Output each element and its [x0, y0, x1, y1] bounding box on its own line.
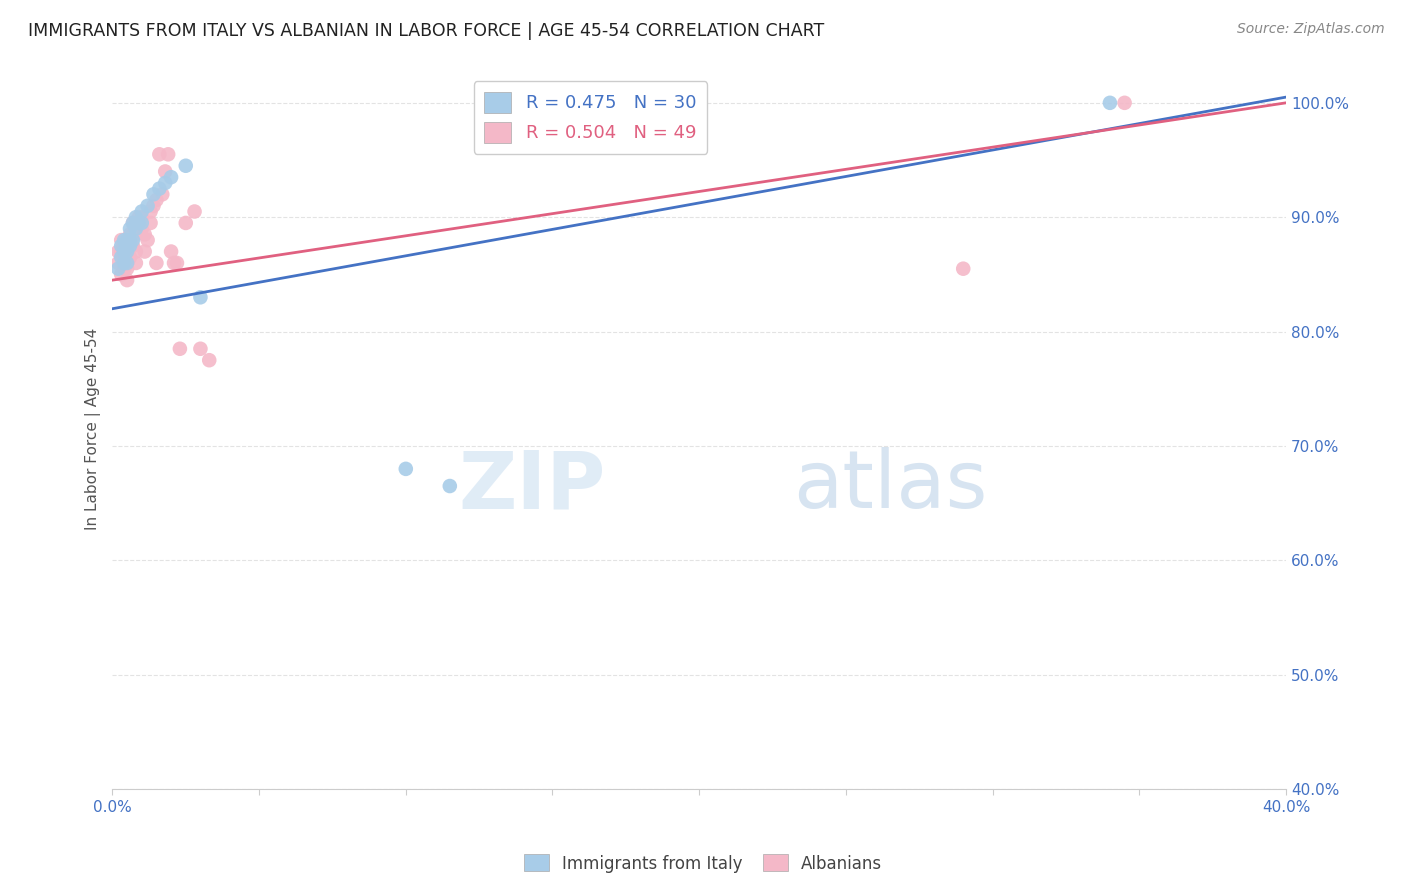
- Point: [952, 261, 974, 276]
- Point: [139, 216, 162, 230]
- Point: [115, 256, 138, 270]
- Point: [166, 256, 188, 270]
- Point: [125, 244, 148, 259]
- Point: [142, 187, 165, 202]
- Point: [115, 261, 138, 276]
- Point: [125, 221, 148, 235]
- Point: [128, 221, 150, 235]
- Point: [142, 199, 165, 213]
- Point: [150, 187, 173, 202]
- Point: [118, 233, 141, 247]
- Point: [1098, 95, 1121, 110]
- Point: [122, 239, 145, 253]
- Point: [155, 176, 177, 190]
- Point: [110, 233, 132, 247]
- Y-axis label: In Labor Force | Age 45-54: In Labor Force | Age 45-54: [86, 327, 101, 530]
- Point: [128, 211, 150, 225]
- Text: atlas: atlas: [793, 448, 987, 525]
- Point: [107, 244, 129, 259]
- Point: [118, 227, 141, 242]
- Point: [115, 233, 138, 247]
- Point: [118, 250, 141, 264]
- Point: [395, 462, 418, 476]
- Point: [131, 204, 153, 219]
- Point: [157, 147, 180, 161]
- Point: [174, 159, 197, 173]
- Point: [110, 239, 132, 253]
- Point: [134, 244, 156, 259]
- Point: [148, 181, 170, 195]
- Point: [145, 193, 167, 207]
- Point: [115, 273, 138, 287]
- Point: [190, 290, 212, 304]
- Point: [163, 256, 186, 270]
- Point: [169, 342, 191, 356]
- Point: [115, 233, 138, 247]
- Point: [160, 170, 183, 185]
- Point: [122, 227, 145, 242]
- Point: [155, 164, 177, 178]
- Point: [118, 239, 141, 253]
- Point: [139, 204, 162, 219]
- Point: [160, 244, 183, 259]
- Point: [110, 244, 132, 259]
- Text: ZIP: ZIP: [458, 448, 606, 525]
- Point: [112, 244, 135, 259]
- Point: [112, 261, 135, 276]
- Point: [115, 256, 138, 270]
- Point: [118, 239, 141, 253]
- Point: [125, 227, 148, 242]
- Point: [128, 216, 150, 230]
- Point: [110, 250, 132, 264]
- Legend: R = 0.475   N = 30, R = 0.504   N = 49: R = 0.475 N = 30, R = 0.504 N = 49: [474, 81, 707, 153]
- Point: [136, 233, 159, 247]
- Point: [190, 342, 212, 356]
- Point: [125, 256, 148, 270]
- Point: [115, 244, 138, 259]
- Legend: Immigrants from Italy, Albanians: Immigrants from Italy, Albanians: [517, 847, 889, 880]
- Point: [107, 261, 129, 276]
- Point: [131, 211, 153, 225]
- Point: [115, 244, 138, 259]
- Text: IMMIGRANTS FROM ITALY VS ALBANIAN IN LABOR FORCE | AGE 45-54 CORRELATION CHART: IMMIGRANTS FROM ITALY VS ALBANIAN IN LAB…: [28, 22, 824, 40]
- Point: [134, 227, 156, 242]
- Point: [122, 216, 145, 230]
- Point: [131, 221, 153, 235]
- Point: [122, 216, 145, 230]
- Point: [125, 211, 148, 225]
- Point: [148, 147, 170, 161]
- Point: [122, 233, 145, 247]
- Point: [439, 479, 461, 493]
- Point: [112, 239, 135, 253]
- Point: [118, 221, 141, 235]
- Text: Source: ZipAtlas.com: Source: ZipAtlas.com: [1237, 22, 1385, 37]
- Point: [145, 256, 167, 270]
- Point: [198, 353, 221, 368]
- Point: [136, 199, 159, 213]
- Point: [112, 233, 135, 247]
- Point: [174, 216, 197, 230]
- Point: [107, 256, 129, 270]
- Point: [112, 244, 135, 259]
- Point: [1114, 95, 1136, 110]
- Point: [125, 216, 148, 230]
- Point: [115, 239, 138, 253]
- Point: [131, 216, 153, 230]
- Point: [110, 268, 132, 282]
- Point: [183, 204, 205, 219]
- Point: [112, 256, 135, 270]
